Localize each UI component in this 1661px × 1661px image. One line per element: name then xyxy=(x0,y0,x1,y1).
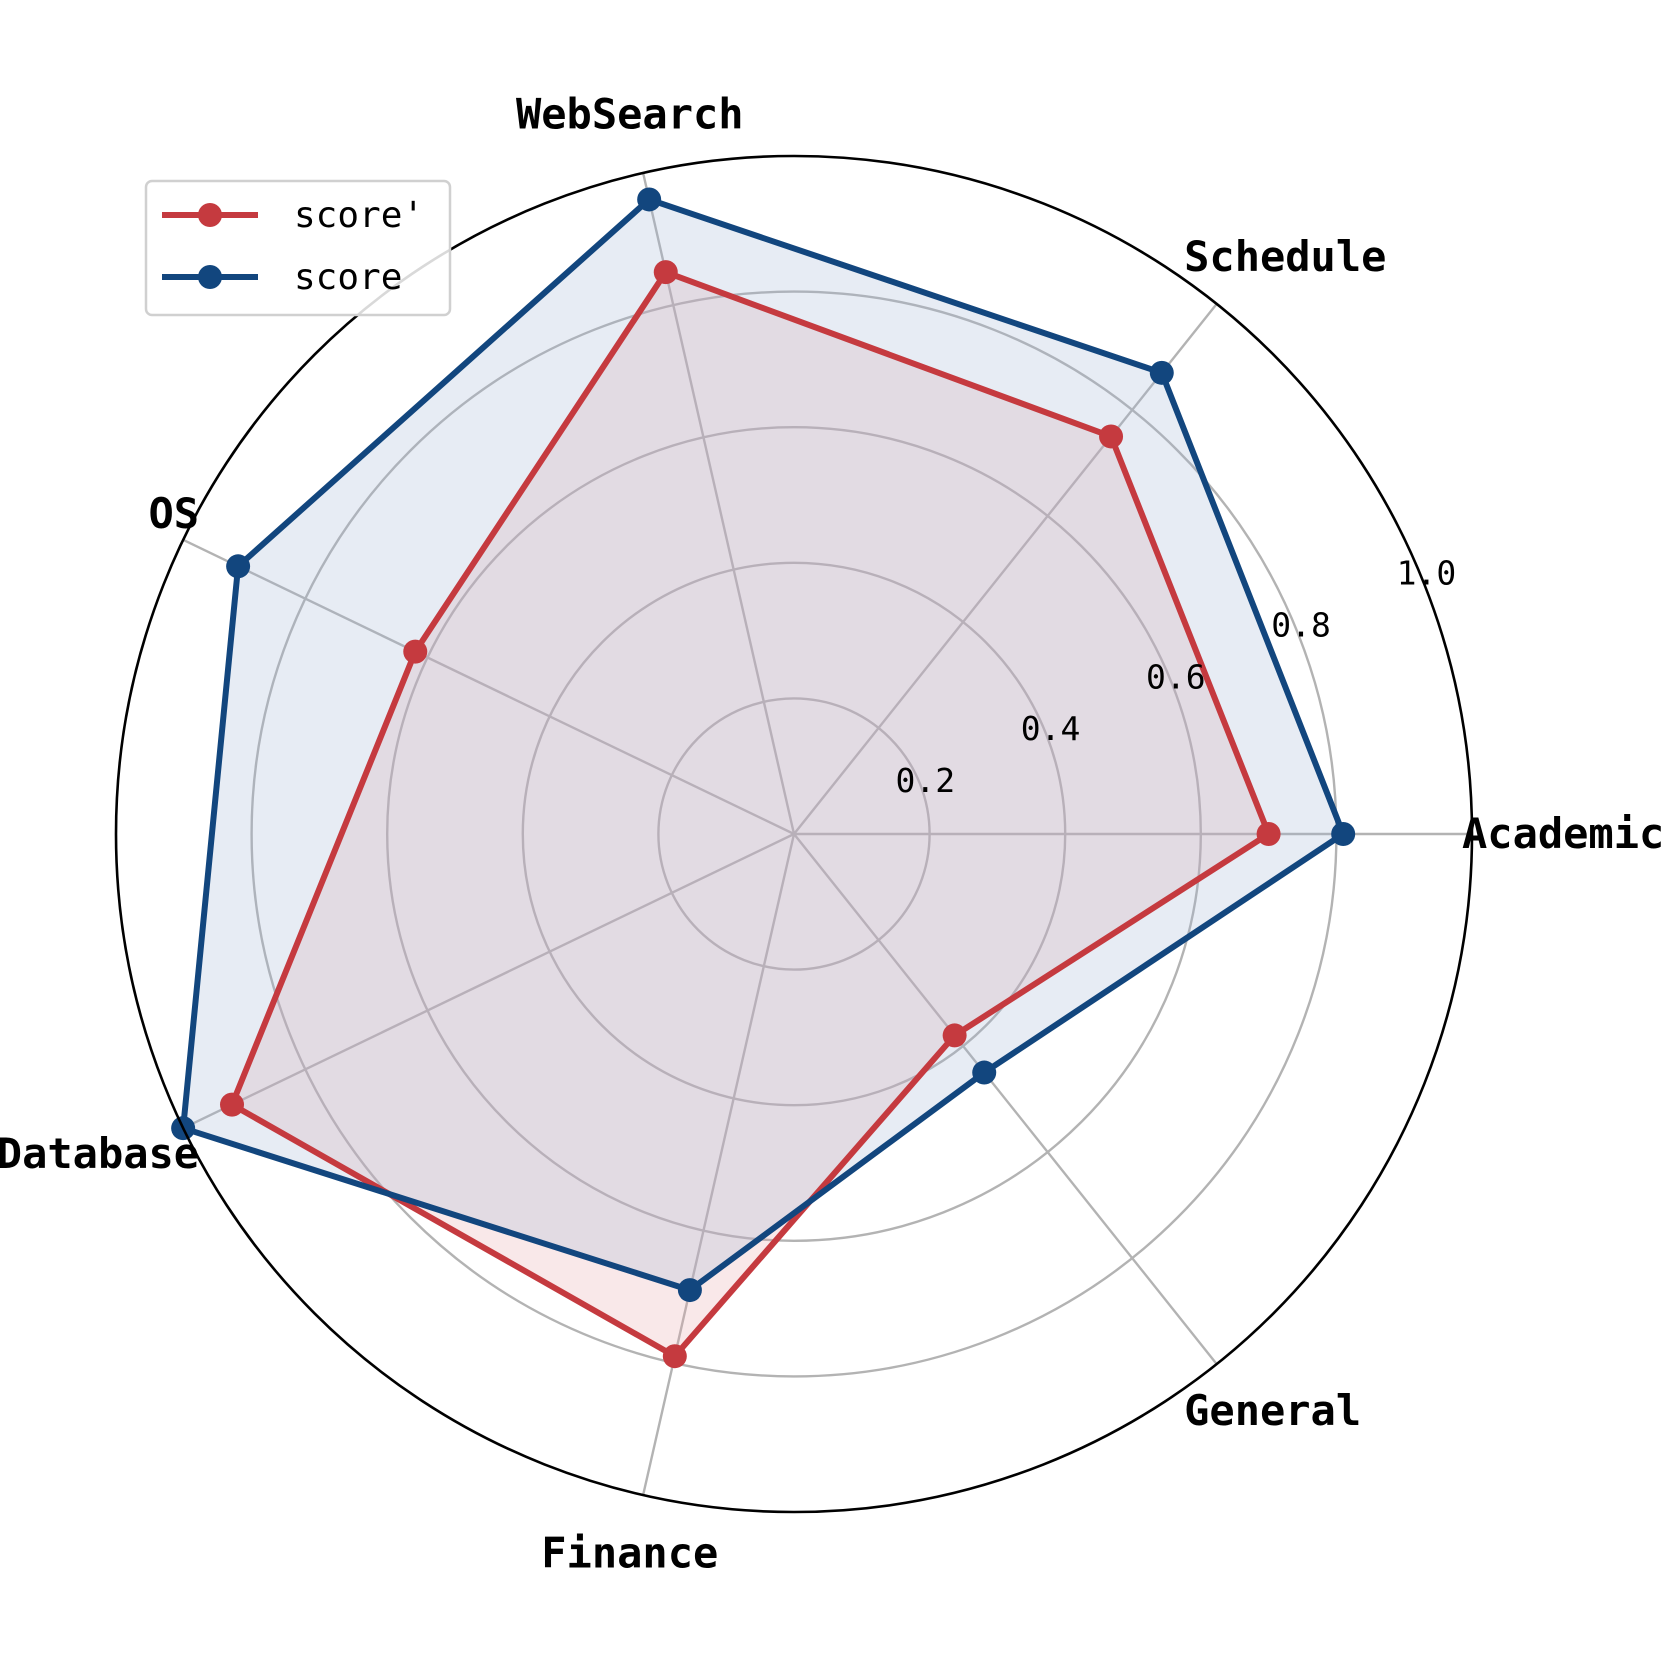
category-label-schedule: Schedule xyxy=(1184,232,1386,281)
radial-tick-label: 1.0 xyxy=(1397,554,1457,593)
series-point-1-academic xyxy=(1331,822,1356,846)
series-point-1-websearch xyxy=(637,187,662,212)
series-point-0-general xyxy=(942,1023,967,1048)
category-label-general: General xyxy=(1184,1386,1361,1435)
series-line-0 xyxy=(229,269,1272,1360)
category-label-database: Database xyxy=(0,1129,199,1178)
category-label-os: OS xyxy=(149,489,200,538)
series-point-1-general xyxy=(972,1060,997,1085)
series-fill-0 xyxy=(232,272,1269,1357)
series-point-0-websearch xyxy=(653,260,678,285)
series-point-1-schedule xyxy=(1149,360,1174,385)
radial-tick-label: 0.4 xyxy=(1021,709,1081,748)
series-point-0-academic xyxy=(1256,822,1281,846)
series-point-1-os xyxy=(226,554,251,579)
legend-label-1: score xyxy=(294,257,402,298)
radial-tick-label: 0.8 xyxy=(1271,605,1331,644)
outer-circle xyxy=(114,154,1474,1514)
category-label-websearch: WebSearch xyxy=(516,90,744,139)
spoke-finance xyxy=(641,833,796,1496)
series-line-1 xyxy=(180,196,1347,1294)
spoke-general xyxy=(793,833,1218,1365)
spoke-schedule xyxy=(793,303,1218,835)
spoke-database xyxy=(182,832,795,1130)
category-label-finance: Finance xyxy=(541,1528,718,1577)
series-point-1-finance xyxy=(677,1278,702,1303)
series-point-0-os xyxy=(403,639,428,664)
series-point-0-schedule xyxy=(1099,424,1124,449)
series-point-0-database xyxy=(220,1092,245,1117)
category-label-academic: Academic xyxy=(1462,809,1661,858)
series-fill-1 xyxy=(183,199,1344,1291)
radial-tick-label: 0.2 xyxy=(895,761,955,800)
legend-marker-0 xyxy=(198,203,222,227)
spoke-os xyxy=(182,538,795,836)
legend: score' score xyxy=(144,179,452,317)
series-point-0-finance xyxy=(662,1344,687,1369)
legend-label-0: score' xyxy=(294,195,424,236)
legend-marker-1 xyxy=(198,265,222,289)
radial-tick-label: 0.6 xyxy=(1146,657,1206,696)
